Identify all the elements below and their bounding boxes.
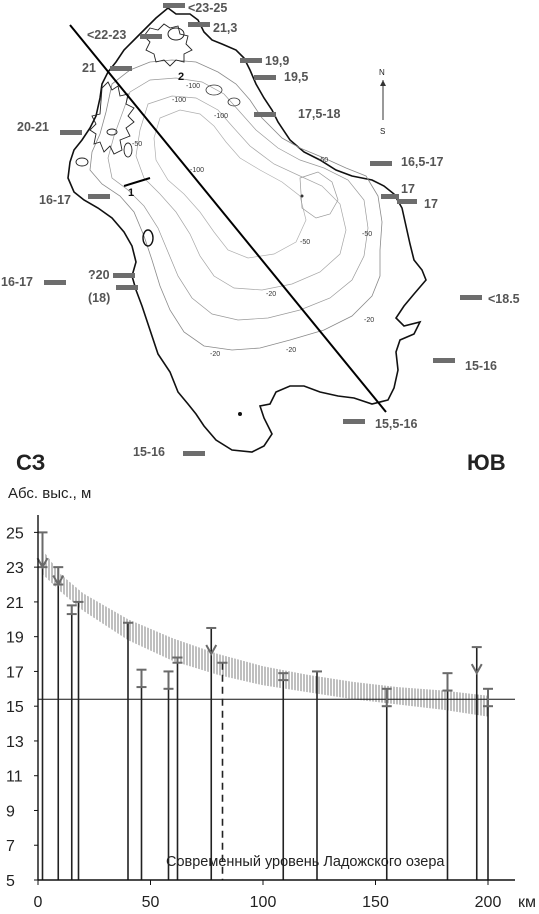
level-label: 19,9 xyxy=(265,54,289,68)
x-tick-label: 50 xyxy=(142,894,160,911)
level-label: 15-16 xyxy=(133,445,165,459)
lake-map: -100 -100 -100 -100 -50 -50 -50 -20 -20 … xyxy=(67,6,427,453)
level-label: 19,5 xyxy=(284,70,308,84)
site-arrow xyxy=(52,575,65,587)
depth-contour xyxy=(135,95,347,291)
depth-contour xyxy=(89,59,383,351)
level-label: 15,5-16 xyxy=(375,417,417,431)
level-label: 21,3 xyxy=(213,21,237,35)
area-marker-1: 1 xyxy=(128,187,134,199)
svg-text:-50: -50 xyxy=(300,239,310,246)
svg-text:-20: -20 xyxy=(286,347,296,354)
y-tick-label: 15 xyxy=(6,699,24,716)
site-arrow xyxy=(36,557,49,570)
x-axis-unit: км xyxy=(518,894,536,911)
y-tick-label: 7 xyxy=(6,838,15,855)
x-tick-label: 0 xyxy=(34,894,43,911)
svg-text:-20: -20 xyxy=(210,351,220,358)
y-tick-label: 13 xyxy=(6,734,24,751)
svg-text:-100: -100 xyxy=(214,113,228,120)
level-label: 21 xyxy=(82,61,96,75)
level-label: 16,5-17 xyxy=(401,155,443,169)
level-label: (18) xyxy=(88,291,110,305)
y-tick-label: 19 xyxy=(6,630,24,647)
paleo-level-band xyxy=(42,549,488,717)
site-arrow xyxy=(470,663,483,676)
level-label: <22-23 xyxy=(87,28,126,42)
area-1-marker-line xyxy=(123,177,151,187)
x-tick-label: 200 xyxy=(475,894,502,911)
svg-text:-100: -100 xyxy=(172,97,186,104)
svg-text:-50: -50 xyxy=(132,141,142,148)
level-label: 15-16 xyxy=(465,359,497,373)
level-label: 20-21 xyxy=(17,120,49,134)
svg-text:-100: -100 xyxy=(186,83,200,90)
svg-text:-100: -100 xyxy=(190,167,204,174)
y-tick-label: 21 xyxy=(6,595,24,612)
skerry-coast xyxy=(143,23,193,67)
y-tick-label: 23 xyxy=(6,560,24,577)
y-tick-label: 5 xyxy=(6,873,15,890)
svg-text:-20: -20 xyxy=(364,317,374,324)
level-markers xyxy=(44,3,482,456)
level-label: <23-25 xyxy=(188,1,227,15)
svg-text:-50: -50 xyxy=(362,231,372,238)
y-tick-label: 9 xyxy=(6,803,15,820)
x-tick-label: 150 xyxy=(362,894,389,911)
level-label: 16-17 xyxy=(1,275,33,289)
y-tick-label: 17 xyxy=(6,664,24,681)
svg-text:-20: -20 xyxy=(266,291,276,298)
lake-shoreline xyxy=(67,6,427,453)
area-marker-2: 2 xyxy=(178,71,184,83)
skerry-coast xyxy=(89,81,135,155)
current-level-caption: Современный уровень Ладожского озера xyxy=(166,854,445,870)
level-label: <18.5 xyxy=(488,292,520,306)
compass-north-label: N xyxy=(379,68,385,77)
level-label: 16-17 xyxy=(39,193,71,207)
svg-text:-50: -50 xyxy=(318,157,328,164)
depth-contour xyxy=(299,171,339,219)
site-arrow xyxy=(205,644,218,657)
direction-northwest: СЗ xyxy=(16,450,45,475)
y-axis-title: Абс. выс., м xyxy=(8,485,91,502)
compass-south-label: S xyxy=(380,127,385,136)
level-label: 17 xyxy=(424,197,438,211)
level-label: ?20 xyxy=(88,268,110,282)
y-tick-label: 25 xyxy=(6,525,24,542)
profile-chart: 5 7 9 11 13 15 17 19 21 23 25 0 50 100 150 200 км Совреме… xyxy=(6,515,536,911)
x-tick-label: 100 xyxy=(250,894,277,911)
level-label: 17 xyxy=(401,182,415,196)
y-tick-label: 11 xyxy=(6,769,23,786)
direction-southeast: ЮВ xyxy=(467,450,506,475)
profile-line xyxy=(69,24,387,413)
compass-rose: N S xyxy=(379,68,386,136)
level-label: 17,5-18 xyxy=(298,107,340,121)
level-labels: <23-25 <22-23 21,3 21 19,9 19,5 17,5-18 … xyxy=(1,1,520,459)
depth-contour xyxy=(153,109,307,259)
depth-contour xyxy=(107,77,369,321)
